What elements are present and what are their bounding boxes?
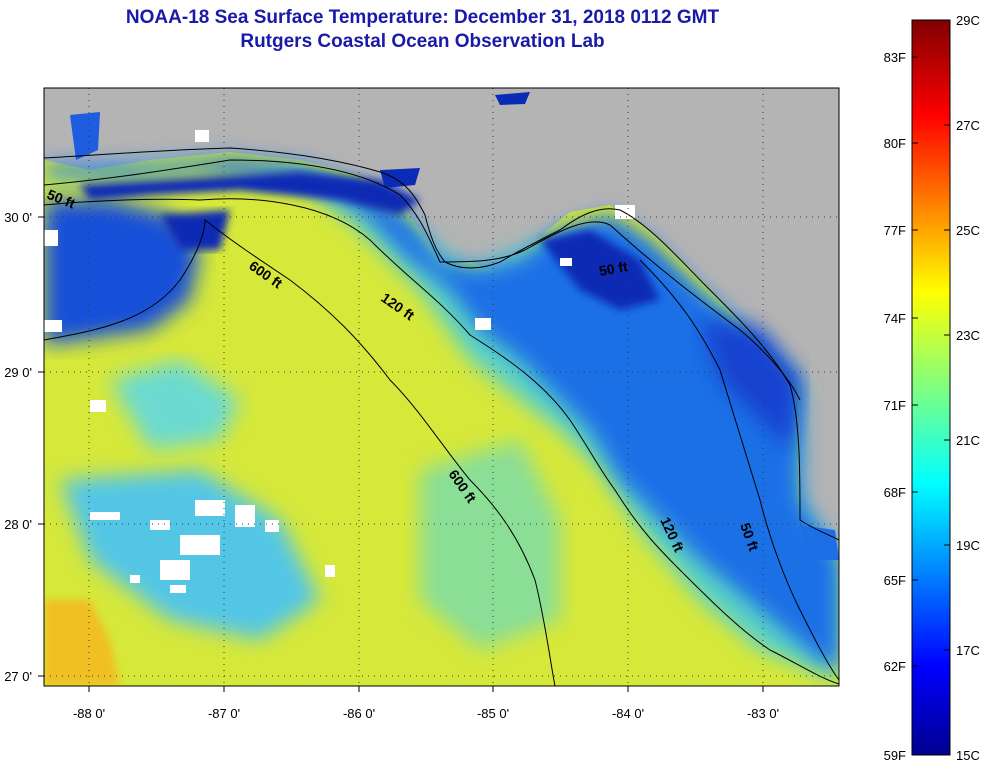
map-subtitle: Rutgers Coastal Ocean Observation Lab <box>240 31 605 52</box>
colorbar: 83F 80F 77F 74F 71F 68F 65F 62F 59F 29C … <box>884 13 980 763</box>
map-title: NOAA-18 Sea Surface Temperature: Decembe… <box>125 7 720 28</box>
lat-tick-label: 27 0' <box>4 669 32 684</box>
colorbar-f-label: 83F <box>884 50 906 65</box>
colorbar-ticks <box>912 19 950 667</box>
lon-tick-label: -86 0' <box>343 706 375 721</box>
lat-tick-label: 30 0' <box>4 210 32 225</box>
colorbar-f-label: 59F <box>884 748 906 763</box>
colorbar-c-label: 19C <box>956 538 980 553</box>
lon-tick-label: -88 0' <box>73 706 105 721</box>
colorbar-f-label: 77F <box>884 223 906 238</box>
colorbar-c-label: 21C <box>956 433 980 448</box>
lon-tick-label: -84 0' <box>612 706 644 721</box>
colorbar-f-label: 71F <box>884 398 906 413</box>
colorbar-c-label: 29C <box>956 13 980 28</box>
lat-tick-labels: 30 0' 29 0' 28 0' 27 0' <box>4 210 32 684</box>
colorbar-c-label: 23C <box>956 328 980 343</box>
colorbar-f-label: 65F <box>884 573 906 588</box>
lon-tick-label: -87 0' <box>208 706 240 721</box>
map-area: 50 ft 600 ft 120 ft 50 ft 600 ft 120 ft … <box>44 88 839 686</box>
contour-120ft <box>44 198 839 685</box>
map-frame <box>43 87 840 687</box>
contour-50ft-west <box>44 159 801 401</box>
coastline <box>44 147 839 541</box>
colorbar-c-label: 15C <box>956 748 980 763</box>
lon-tick-labels: -88 0' -87 0' -86 0' -85 0' -84 0' -83 0… <box>73 706 779 721</box>
lon-tick-label: -83 0' <box>747 706 779 721</box>
depth-contours <box>44 159 839 686</box>
colorbar-gradient <box>911 19 951 756</box>
colorbar-f-label: 68F <box>884 485 906 500</box>
graticule <box>44 88 839 686</box>
colorbar-f-label: 62F <box>884 659 906 674</box>
tick-marks <box>38 216 764 692</box>
contour-label-50ft-bigbend: 50 ft <box>598 258 629 279</box>
cloud-patches <box>44 130 635 593</box>
contour-50ft-east <box>639 259 839 681</box>
lon-tick-label: -85 0' <box>477 706 509 721</box>
colorbar-c-label: 27C <box>956 118 980 133</box>
colorbar-f-label: 74F <box>884 311 906 326</box>
colorbar-f-label: 80F <box>884 136 906 151</box>
lat-tick-label: 28 0' <box>4 517 32 532</box>
colorbar-c-label: 25C <box>956 223 980 238</box>
contour-600ft <box>44 218 556 686</box>
colorbar-c-label: 17C <box>956 643 980 658</box>
lat-tick-label: 29 0' <box>4 365 32 380</box>
